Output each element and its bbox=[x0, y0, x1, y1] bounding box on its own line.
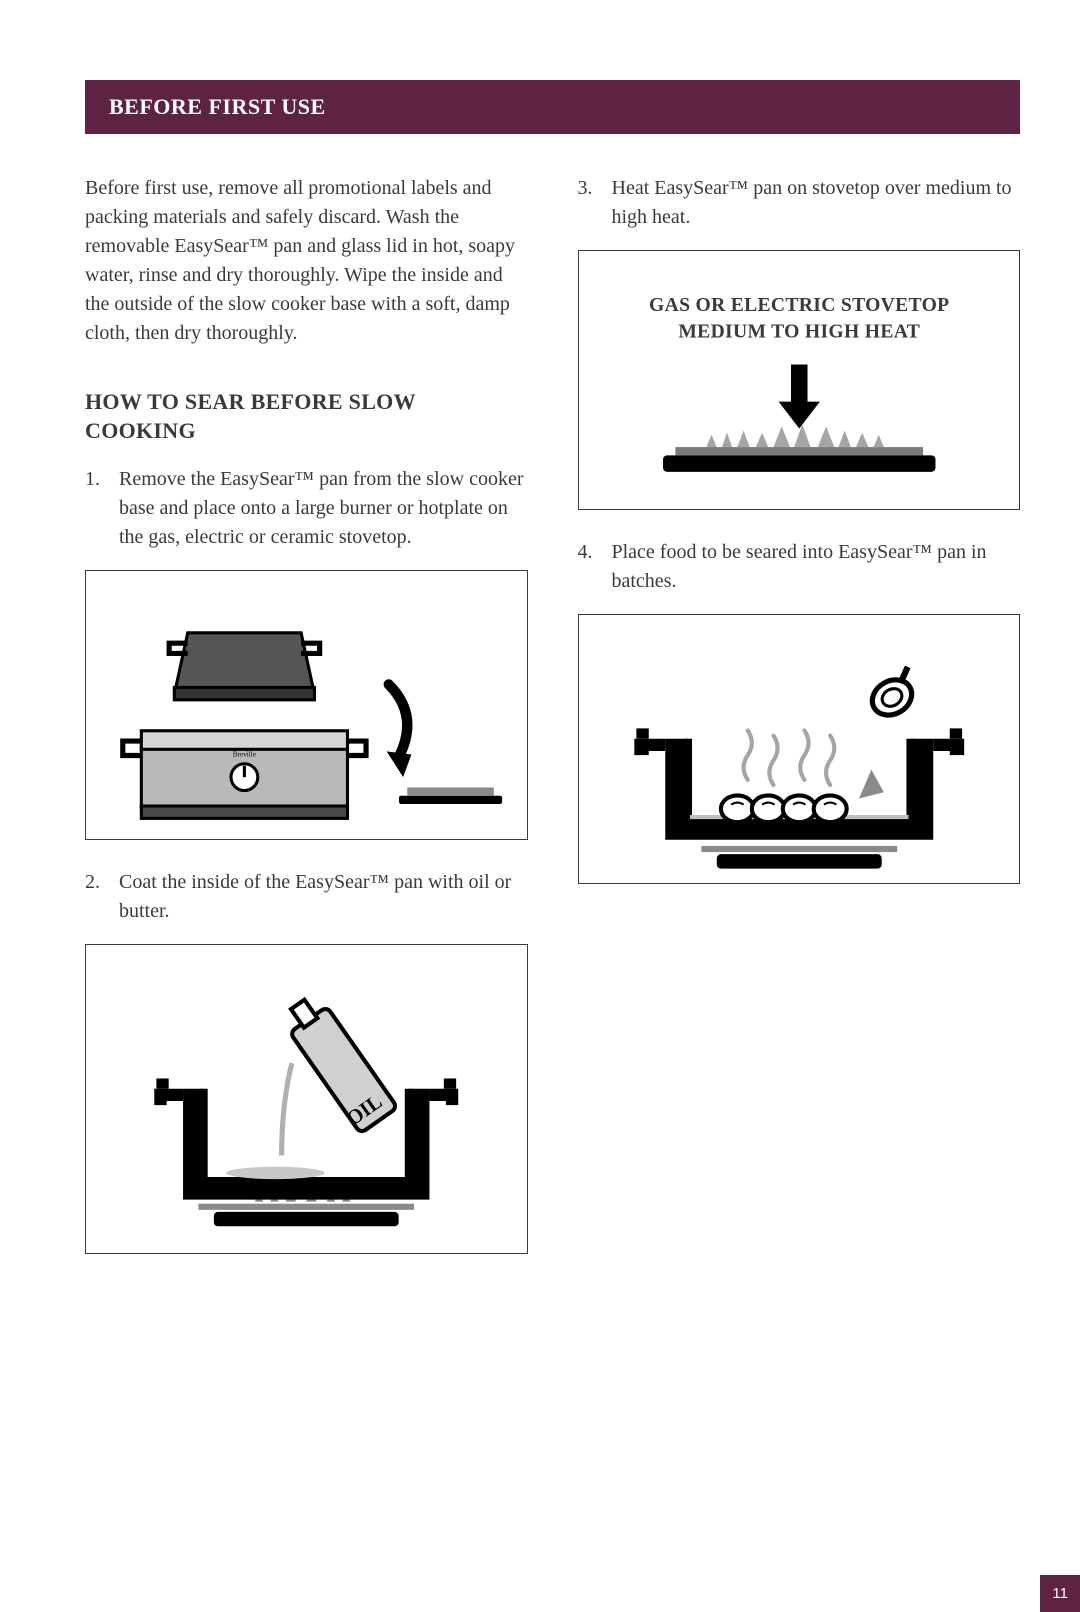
figure-3-svg: GAS OR ELECTRIC STOVETOP MEDIUM TO HIGH … bbox=[579, 251, 1020, 509]
figure-2: OIL bbox=[85, 944, 528, 1254]
step-text: Coat the inside of the EasySear™ pan wit… bbox=[119, 868, 528, 926]
step-1: 1. Remove the EasySear™ pan from the slo… bbox=[85, 465, 528, 552]
step-3: 3. Heat EasySear™ pan on stovetop over m… bbox=[578, 174, 1021, 232]
figure-1: Breville bbox=[85, 570, 528, 840]
step-4: 4. Place food to be seared into EasySear… bbox=[578, 538, 1021, 596]
step-2: 2. Coat the inside of the EasySear™ pan … bbox=[85, 868, 528, 926]
intro-paragraph: Before first use, remove all promotional… bbox=[85, 174, 528, 348]
section-header: BEFORE FIRST USE bbox=[85, 80, 1020, 134]
content-columns: Before first use, remove all promotional… bbox=[0, 134, 1080, 1282]
step-text: Remove the EasySear™ pan from the slow c… bbox=[119, 465, 528, 552]
step-number: 4. bbox=[578, 538, 612, 596]
figure-2-svg: OIL bbox=[86, 945, 527, 1253]
step-number: 1. bbox=[85, 465, 119, 552]
figure-3-label-line1: GAS OR ELECTRIC STOVETOP bbox=[613, 292, 985, 318]
subheading: HOW TO SEAR BEFORE SLOW COOKING bbox=[85, 388, 528, 445]
figure-4-svg bbox=[579, 615, 1020, 883]
svg-text:Breville: Breville bbox=[233, 751, 256, 759]
figure-1-svg: Breville bbox=[86, 571, 527, 839]
step-number: 3. bbox=[578, 174, 612, 232]
figure-4 bbox=[578, 614, 1021, 884]
right-column: 3. Heat EasySear™ pan on stovetop over m… bbox=[578, 174, 1021, 1282]
page-number: 11 bbox=[1040, 1575, 1080, 1612]
step-number: 2. bbox=[85, 868, 119, 926]
step-text: Heat EasySear™ pan on stovetop over medi… bbox=[612, 174, 1021, 232]
figure-3-label-line2: MEDIUM TO HIGH HEAT bbox=[613, 319, 985, 345]
step-text: Place food to be seared into EasySear™ p… bbox=[612, 538, 1021, 596]
left-column: Before first use, remove all promotional… bbox=[85, 174, 528, 1282]
figure-3: GAS OR ELECTRIC STOVETOP MEDIUM TO HIGH … bbox=[578, 250, 1021, 510]
